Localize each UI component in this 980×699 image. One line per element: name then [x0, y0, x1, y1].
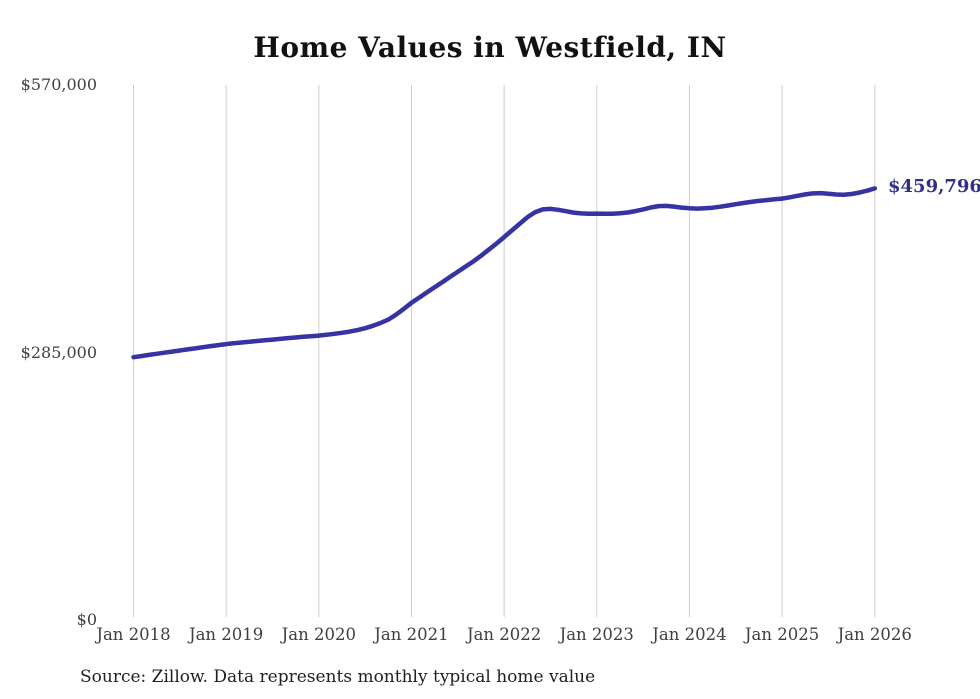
gridlines	[133, 85, 876, 617]
x-tick-label: Jan 2026	[837, 625, 912, 644]
x-tick-label: Jan 2020	[281, 625, 356, 644]
x-tick-label: Jan 2024	[652, 625, 727, 644]
y-tick-label: $570,000	[20, 75, 97, 94]
chart-title: Home Values in Westfield, IN	[253, 31, 727, 64]
x-tick-label: Jan 2022	[466, 625, 542, 644]
source-note: Source: Zillow. Data represents monthly …	[80, 667, 596, 687]
y-tick-label: $285,000	[20, 342, 97, 362]
x-tick-label: Jan 2021	[374, 625, 449, 644]
x-tick-label: Jan 2025	[744, 625, 820, 644]
latest-value-label: $459,796	[888, 176, 980, 197]
x-tick-label: Jan 2023	[559, 625, 634, 644]
y-tick-label: $0	[76, 610, 97, 629]
x-tick-label: Jan 2018	[96, 625, 171, 644]
x-tick-label: Jan 2019	[188, 625, 264, 644]
home-value-line-series	[131, 186, 878, 360]
